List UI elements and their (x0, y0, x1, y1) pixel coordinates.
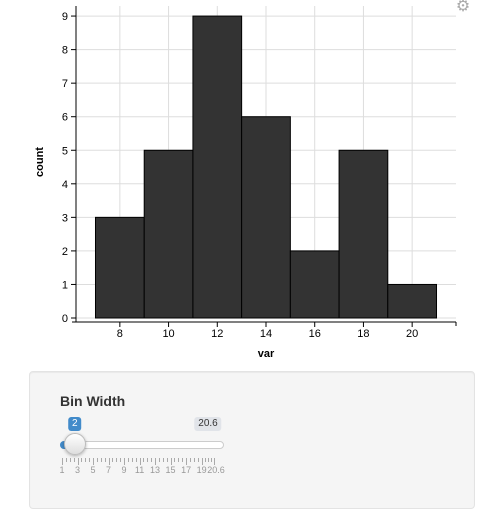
slider-max-bubble: 20.6 (194, 417, 222, 431)
slider-minor-tick (127, 458, 129, 462)
y-axis-title: count (34, 147, 46, 177)
y-tick-label: 3 (62, 212, 68, 224)
slider-tick-label: 9 (121, 465, 127, 475)
slider-minor-tick (116, 458, 118, 462)
y-tick-label: 5 (62, 145, 68, 157)
slider-major-tick (93, 458, 95, 465)
slider-minor-tick (96, 458, 98, 462)
y-tick-label: 6 (62, 112, 68, 124)
slider-minor-tick (85, 458, 87, 462)
slider-tick-label: 19 (196, 465, 207, 475)
y-tick-label: 4 (62, 179, 68, 191)
histogram-bar (387, 283, 438, 319)
slider-tick-label: 17 (181, 465, 192, 475)
bin-width-slider[interactable]: 2 20.6 1 3 5 7 9 11 13 15 17 19 20.6 (59, 416, 226, 476)
slider-minor-tick (158, 458, 160, 462)
y-tick-label: 9 (62, 11, 68, 23)
gear-icon[interactable]: ⚙ (455, 0, 471, 15)
slider-minor-tick (182, 458, 184, 462)
x-tick-label: 16 (309, 328, 321, 340)
x-tick-label: 18 (357, 328, 369, 340)
slider-major-tick (139, 458, 141, 465)
slider-minor-tick (147, 458, 149, 462)
slider-minor-tick (69, 458, 71, 462)
slider-value-bubble: 2 (67, 417, 82, 431)
histogram-bar (94, 216, 145, 319)
histogram-bars (94, 15, 438, 319)
histogram-bar (192, 15, 243, 319)
x-tick-label: 20 (406, 328, 418, 340)
slider-major-tick (108, 458, 110, 465)
slider-tick-label: 1 (59, 465, 65, 475)
slider-major-tick (62, 458, 63, 465)
slider-minor-tick (81, 458, 83, 462)
slider-minor-tick (73, 458, 75, 462)
slider-tick-label: 5 (90, 465, 96, 475)
slider-minor-tick (193, 458, 195, 462)
x-axis-title: var (258, 348, 275, 360)
slider-panel: Bin Width 2 20.6 1 3 5 7 9 11 13 15 17 19 20.6 (29, 371, 475, 509)
slider-major-tick (186, 458, 188, 465)
histogram-bar (338, 149, 389, 319)
slider-label: Bin Width (60, 393, 126, 409)
histogram-bar (143, 149, 194, 319)
x-tick-label: 12 (211, 328, 223, 340)
slider-minor-tick (104, 458, 106, 462)
slider-tick-label: 7 (106, 465, 112, 475)
slider-tick-label: 20.6 (207, 465, 225, 475)
slider-major-tick (124, 458, 126, 465)
histogram-bar (241, 116, 291, 319)
slider-minor-tick (89, 458, 91, 462)
slider-minor-tick (210, 458, 212, 462)
slider-tick-label: 13 (150, 465, 161, 475)
slider-minor-tick (120, 458, 122, 462)
y-tick-label: 2 (62, 246, 68, 258)
slider-minor-tick (135, 458, 137, 462)
slider-minor-tick (162, 458, 164, 462)
slider-minor-tick (178, 458, 180, 462)
slider-major-tick (214, 458, 215, 465)
slider-major-tick (77, 458, 79, 465)
slider-tick-label: 11 (134, 465, 145, 475)
slider-minor-tick (112, 458, 114, 462)
slider-minor-tick (131, 458, 133, 462)
slider-minor-tick (100, 458, 102, 462)
x-tick-label: 14 (260, 328, 272, 340)
slider-minor-tick (207, 458, 209, 462)
histogram-bar (289, 250, 340, 319)
slider-major-tick (201, 458, 203, 465)
y-tick-label: 8 (62, 45, 68, 57)
slider-minor-tick (143, 458, 145, 462)
y-tick-label: 1 (62, 279, 68, 291)
y-tick-label: 0 (62, 313, 68, 325)
slider-tick-label: 3 (74, 465, 81, 475)
slider-minor-tick (189, 458, 191, 462)
slider-tick-label: 15 (165, 465, 176, 475)
slider-minor-tick (151, 458, 153, 462)
x-tick-label: 8 (117, 328, 123, 340)
slider-minor-tick (197, 458, 199, 462)
slider-minor-tick (204, 458, 206, 462)
slider-major-tick (170, 458, 172, 465)
slider-handle[interactable] (63, 433, 86, 455)
y-tick-label: 7 (62, 78, 68, 90)
slider-minor-tick (166, 458, 168, 462)
slider-minor-tick (174, 458, 176, 462)
slider-major-tick (155, 458, 157, 465)
x-tick-label: 10 (162, 328, 174, 340)
slider-minor-tick (65, 458, 67, 462)
